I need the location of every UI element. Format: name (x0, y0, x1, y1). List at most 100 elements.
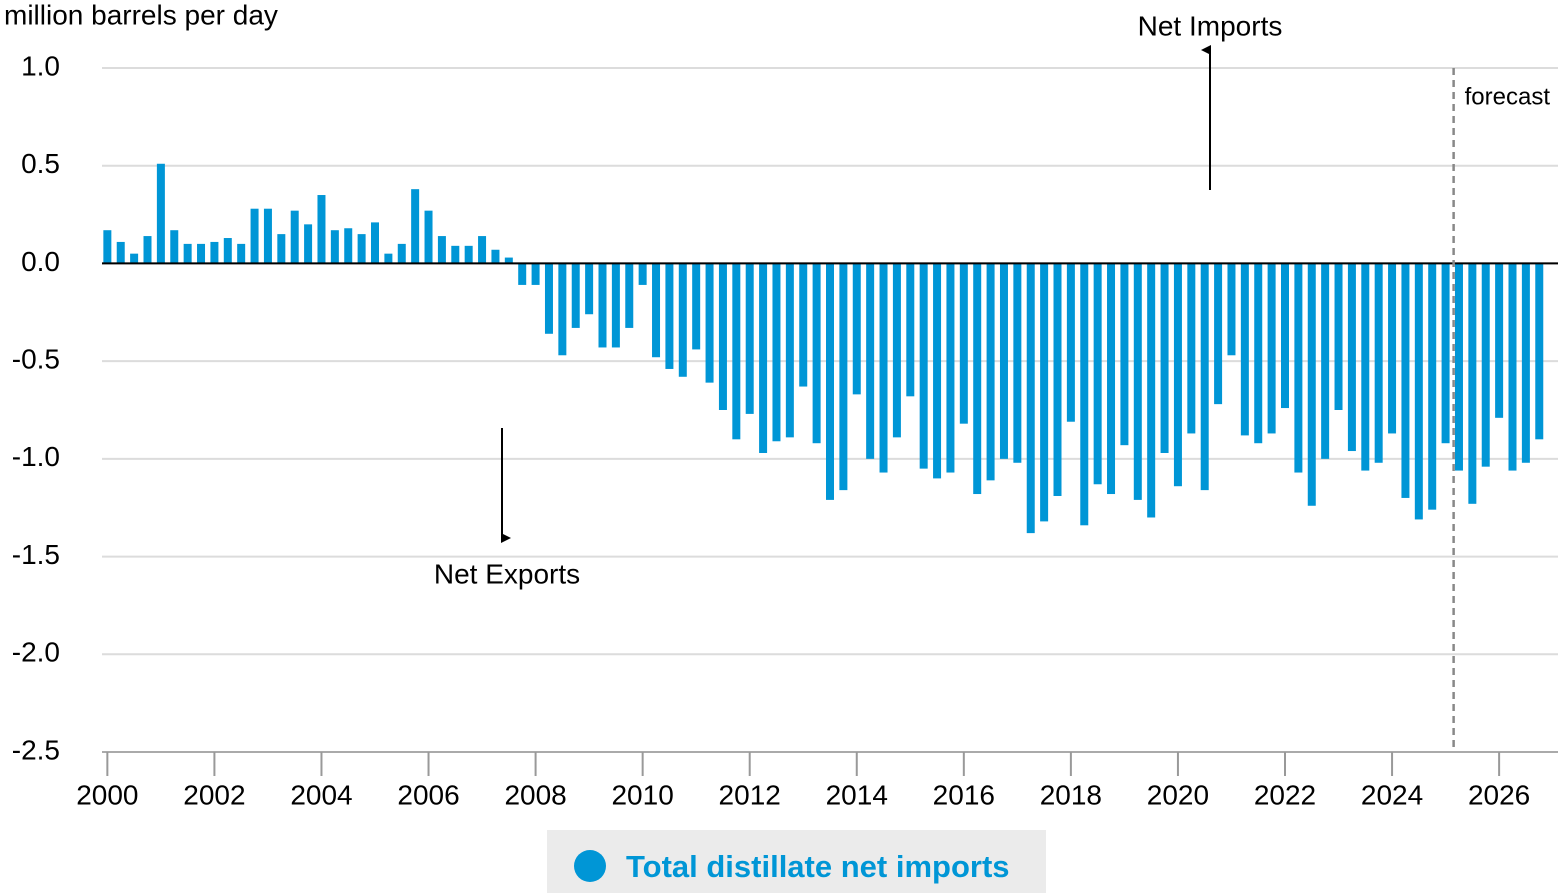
bar (451, 245, 460, 264)
x-tick-label: 2016 (933, 779, 995, 810)
bar (357, 234, 366, 264)
bar (826, 263, 834, 500)
bar (116, 241, 125, 264)
bar (143, 236, 152, 264)
net-imports-label: Net Imports (1138, 10, 1283, 41)
bar (598, 263, 607, 348)
bar (464, 245, 473, 264)
x-tick-label: 2024 (1361, 779, 1423, 810)
bar (1535, 263, 1544, 440)
bar (1334, 263, 1343, 410)
x-tick-label: 2004 (290, 779, 352, 810)
bar (1307, 263, 1316, 506)
bar (1374, 263, 1383, 463)
x-tick-label: 2018 (1040, 779, 1102, 810)
bar (156, 163, 165, 264)
bar (424, 210, 433, 264)
bar (183, 243, 192, 264)
bar (718, 263, 727, 410)
bar (1053, 263, 1062, 496)
bar (1361, 263, 1370, 471)
bar (1521, 263, 1530, 463)
bar (237, 243, 246, 264)
bar (1040, 263, 1049, 522)
bar (130, 253, 139, 264)
bar (852, 263, 861, 395)
bar (197, 243, 206, 264)
bar (785, 263, 794, 438)
bar (1401, 263, 1410, 498)
bar (1495, 263, 1504, 418)
bar (946, 263, 955, 473)
bar (544, 263, 553, 334)
bar (344, 228, 353, 264)
bar (745, 263, 754, 414)
bar (1294, 263, 1303, 473)
bar (812, 263, 821, 444)
bar (1107, 263, 1116, 495)
bar (879, 263, 888, 473)
bar (692, 263, 701, 350)
bar (1240, 263, 1249, 436)
bar (1321, 263, 1330, 459)
bar (999, 263, 1008, 459)
bar (1227, 263, 1236, 356)
x-tick-label: 2006 (397, 779, 459, 810)
bar (1200, 263, 1209, 491)
y-tick-label: -2.5 (12, 734, 60, 765)
bar (1454, 263, 1463, 471)
bar (625, 263, 634, 328)
bar (1147, 263, 1156, 518)
bar (1428, 263, 1437, 510)
bar (839, 263, 848, 491)
x-tick-label: 2026 (1468, 779, 1530, 810)
y-tick-label: 0.0 (21, 246, 60, 277)
y-axis-label: million barrels per day (4, 0, 278, 30)
bar (1214, 263, 1223, 405)
bar (330, 230, 339, 264)
bar (170, 230, 179, 264)
x-tick-label: 2002 (183, 779, 245, 810)
x-tick-label: 2022 (1254, 779, 1316, 810)
bar (1508, 263, 1517, 471)
bar (799, 263, 808, 387)
bar (103, 230, 112, 264)
bar (250, 208, 259, 264)
bar (772, 263, 781, 442)
bar (558, 263, 567, 356)
bar (1468, 263, 1477, 504)
legend-swatch (574, 850, 606, 882)
bar (906, 263, 915, 397)
bar (1187, 263, 1196, 434)
bar (678, 263, 687, 377)
bar (1281, 263, 1289, 409)
bar (210, 241, 219, 264)
bar (317, 195, 326, 264)
x-tick-label: 2010 (611, 779, 673, 810)
bar (304, 224, 313, 264)
bar (1080, 263, 1089, 526)
forecast-label: forecast (1465, 83, 1551, 110)
net-exports-label: Net Exports (434, 558, 580, 589)
bar (437, 236, 446, 264)
bar (1267, 263, 1276, 434)
bar (1160, 263, 1169, 453)
bar (759, 263, 768, 453)
legend-label: Total distillate net imports (626, 849, 1010, 884)
x-tick-label: 2012 (719, 779, 781, 810)
bar (1120, 263, 1129, 446)
bar (585, 263, 594, 315)
bar (1066, 263, 1075, 422)
bar (1093, 263, 1102, 485)
bar (1388, 263, 1397, 434)
bar (1026, 263, 1035, 534)
bar (919, 263, 928, 469)
bar (571, 263, 580, 328)
bar (1481, 263, 1490, 467)
bar (705, 263, 714, 383)
bar (665, 263, 674, 369)
bar (1347, 263, 1356, 452)
y-tick-label: 0.5 (21, 148, 60, 179)
bar (1441, 263, 1450, 444)
